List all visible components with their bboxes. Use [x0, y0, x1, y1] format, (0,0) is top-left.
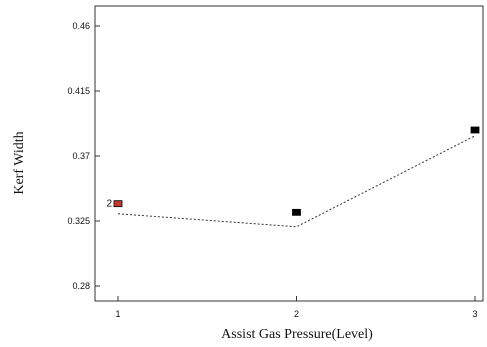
data-point: [470, 126, 480, 134]
x-tick-label: 2: [294, 309, 299, 319]
y-axis: 0.28 0.325 0.37 0.415 0.46: [67, 21, 100, 291]
data-point: [292, 208, 301, 216]
y-tick-label: 0.37: [72, 151, 90, 161]
y-axis-title: Kerf Width: [12, 131, 27, 194]
x-tick-label: 3: [472, 309, 477, 319]
y-tick-label: 0.46: [72, 21, 90, 31]
plot-frame: [94, 5, 484, 302]
data-points: 2: [106, 126, 480, 216]
x-axis: 1 2 3: [115, 296, 478, 319]
y-tick-label: 0.325: [67, 216, 90, 226]
point-count-label: 2: [106, 199, 112, 210]
x-axis-title: Assist Gas Pressure(Level): [221, 327, 373, 342]
x-tick-label: 1: [115, 309, 120, 319]
data-point: [113, 200, 123, 208]
y-tick-label: 0.28: [72, 281, 90, 291]
fit-line: [117, 135, 476, 228]
y-tick-label: 0.415: [67, 86, 90, 96]
